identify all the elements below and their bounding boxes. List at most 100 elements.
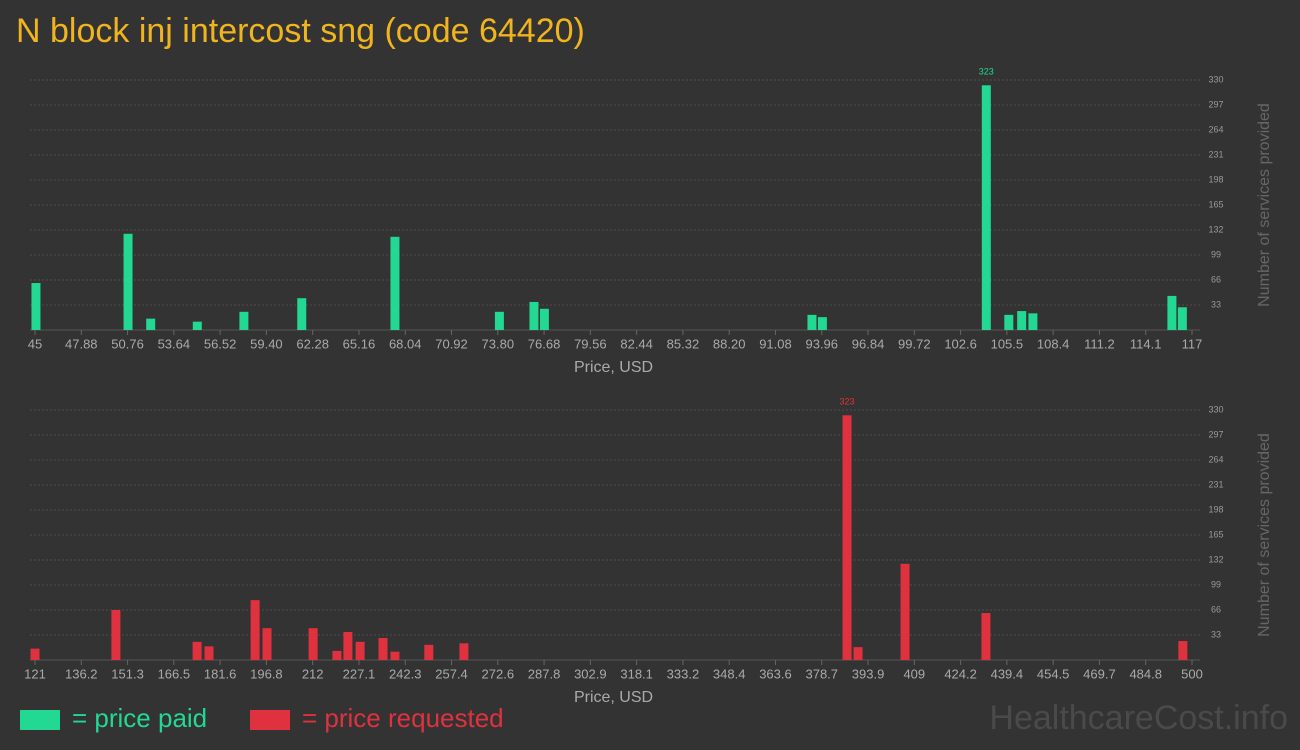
x-tick-label: 136.2 (65, 666, 98, 681)
x-tick-label: 302.9 (574, 666, 607, 681)
y-tick-label: 231 (1208, 479, 1223, 489)
watermark: HealthcareCost.info (989, 699, 1288, 737)
y-tick-label: 297 (1208, 99, 1223, 109)
x-tick-label: 409 (903, 666, 925, 681)
y-tick-label: 330 (1208, 74, 1223, 84)
x-tick-label: 91.08 (759, 336, 792, 351)
bar (1178, 641, 1188, 660)
y-tick-label: 264 (1208, 454, 1223, 464)
x-tick-label: 393.9 (852, 666, 885, 681)
bar (1177, 307, 1187, 330)
bar (390, 651, 400, 660)
y-tick-label: 231 (1208, 149, 1223, 159)
y-tick-label: 33 (1211, 299, 1221, 309)
x-tick-label: 82.44 (620, 336, 653, 351)
y-tick-label: 132 (1208, 224, 1223, 234)
x-tick-label: 79.56 (574, 336, 607, 351)
bar (1004, 314, 1014, 330)
bar (355, 641, 365, 660)
bar (343, 631, 353, 660)
x-tick-label: 76.68 (528, 336, 561, 351)
x-tick-label: 114.1 (1130, 336, 1162, 351)
x-tick-label: 469.7 (1083, 666, 1116, 681)
x-tick-label: 59.40 (250, 336, 283, 351)
x-tick-label: 318.1 (620, 666, 653, 681)
x-tick-label: 70.92 (435, 336, 468, 351)
legend-label: = price paid (72, 703, 207, 733)
bar (297, 298, 307, 330)
x-tick-label: 53.64 (158, 336, 191, 351)
bar (390, 236, 400, 330)
x-tick-label: 96.84 (852, 336, 885, 351)
x-tick-label: 121 (24, 666, 46, 681)
x-tick-label: 93.96 (805, 336, 838, 351)
x-tick-label: 108.4 (1037, 336, 1070, 351)
chart-title: N block inj intercost sng (code 64420) (16, 12, 585, 50)
x-tick-label: 45 (28, 336, 42, 351)
x-tick-label: 62.28 (296, 336, 329, 351)
x-tick-label: 181.6 (204, 666, 237, 681)
bar (529, 301, 539, 330)
x-tick-label: 363.6 (759, 666, 792, 681)
x-tick-label: 196.8 (250, 666, 283, 681)
x-tick-label: 424.2 (944, 666, 977, 681)
y-tick-label: 99 (1211, 579, 1221, 589)
bar (494, 311, 504, 330)
bar (1167, 295, 1177, 330)
bar (239, 311, 249, 330)
y-tick-label: 132 (1208, 554, 1223, 564)
x-tick-label: 500 (1181, 666, 1203, 681)
x-tick-label: 212 (302, 666, 324, 681)
bar (123, 233, 133, 330)
bar (308, 628, 318, 660)
value-label: 323 (840, 397, 855, 407)
bar (31, 283, 41, 330)
x-tick-label: 272.6 (482, 666, 515, 681)
y-axis-label: Number of services provided (1256, 103, 1273, 307)
bar (204, 646, 214, 660)
x-tick-label: 454.5 (1037, 666, 1070, 681)
bar (30, 648, 40, 660)
x-tick-label: 166.5 (158, 666, 191, 681)
legend-swatch (20, 710, 60, 730)
bar (424, 644, 434, 660)
bar (111, 610, 121, 660)
x-tick-label: 378.7 (805, 666, 838, 681)
y-tick-label: 99 (1211, 249, 1221, 259)
x-tick-label: 50.76 (111, 336, 144, 351)
x-tick-label: 73.80 (482, 336, 515, 351)
bar (459, 643, 469, 660)
x-tick-label: 88.20 (713, 336, 746, 351)
bar (853, 647, 863, 660)
bar (539, 308, 549, 330)
x-axis-label: Price, USD (574, 689, 653, 706)
bar (1028, 313, 1038, 330)
y-tick-label: 198 (1208, 504, 1223, 514)
bar (981, 613, 991, 660)
x-tick-label: 111.2 (1084, 336, 1115, 351)
bar (250, 600, 260, 660)
x-axis-label: Price, USD (574, 359, 653, 376)
x-tick-label: 85.32 (667, 336, 700, 351)
bar (842, 415, 852, 660)
value-label: 323 (979, 67, 994, 77)
y-axis-label: Number of services provided (1256, 433, 1273, 637)
bar (378, 638, 388, 660)
x-tick-label: 68.04 (389, 336, 422, 351)
legend-label: = price requested (302, 703, 504, 733)
x-tick-label: 287.8 (528, 666, 561, 681)
x-tick-label: 257.4 (435, 666, 468, 681)
bar (262, 628, 272, 660)
y-tick-label: 264 (1208, 124, 1223, 134)
bar (900, 563, 910, 660)
x-tick-label: 227.1 (343, 666, 376, 681)
y-tick-label: 165 (1208, 529, 1223, 539)
x-tick-label: 439.4 (991, 666, 1024, 681)
y-tick-label: 297 (1208, 429, 1223, 439)
y-tick-label: 66 (1211, 274, 1221, 284)
x-tick-label: 117 (1182, 336, 1203, 351)
x-tick-label: 105.5 (991, 336, 1024, 351)
bar (981, 85, 991, 330)
